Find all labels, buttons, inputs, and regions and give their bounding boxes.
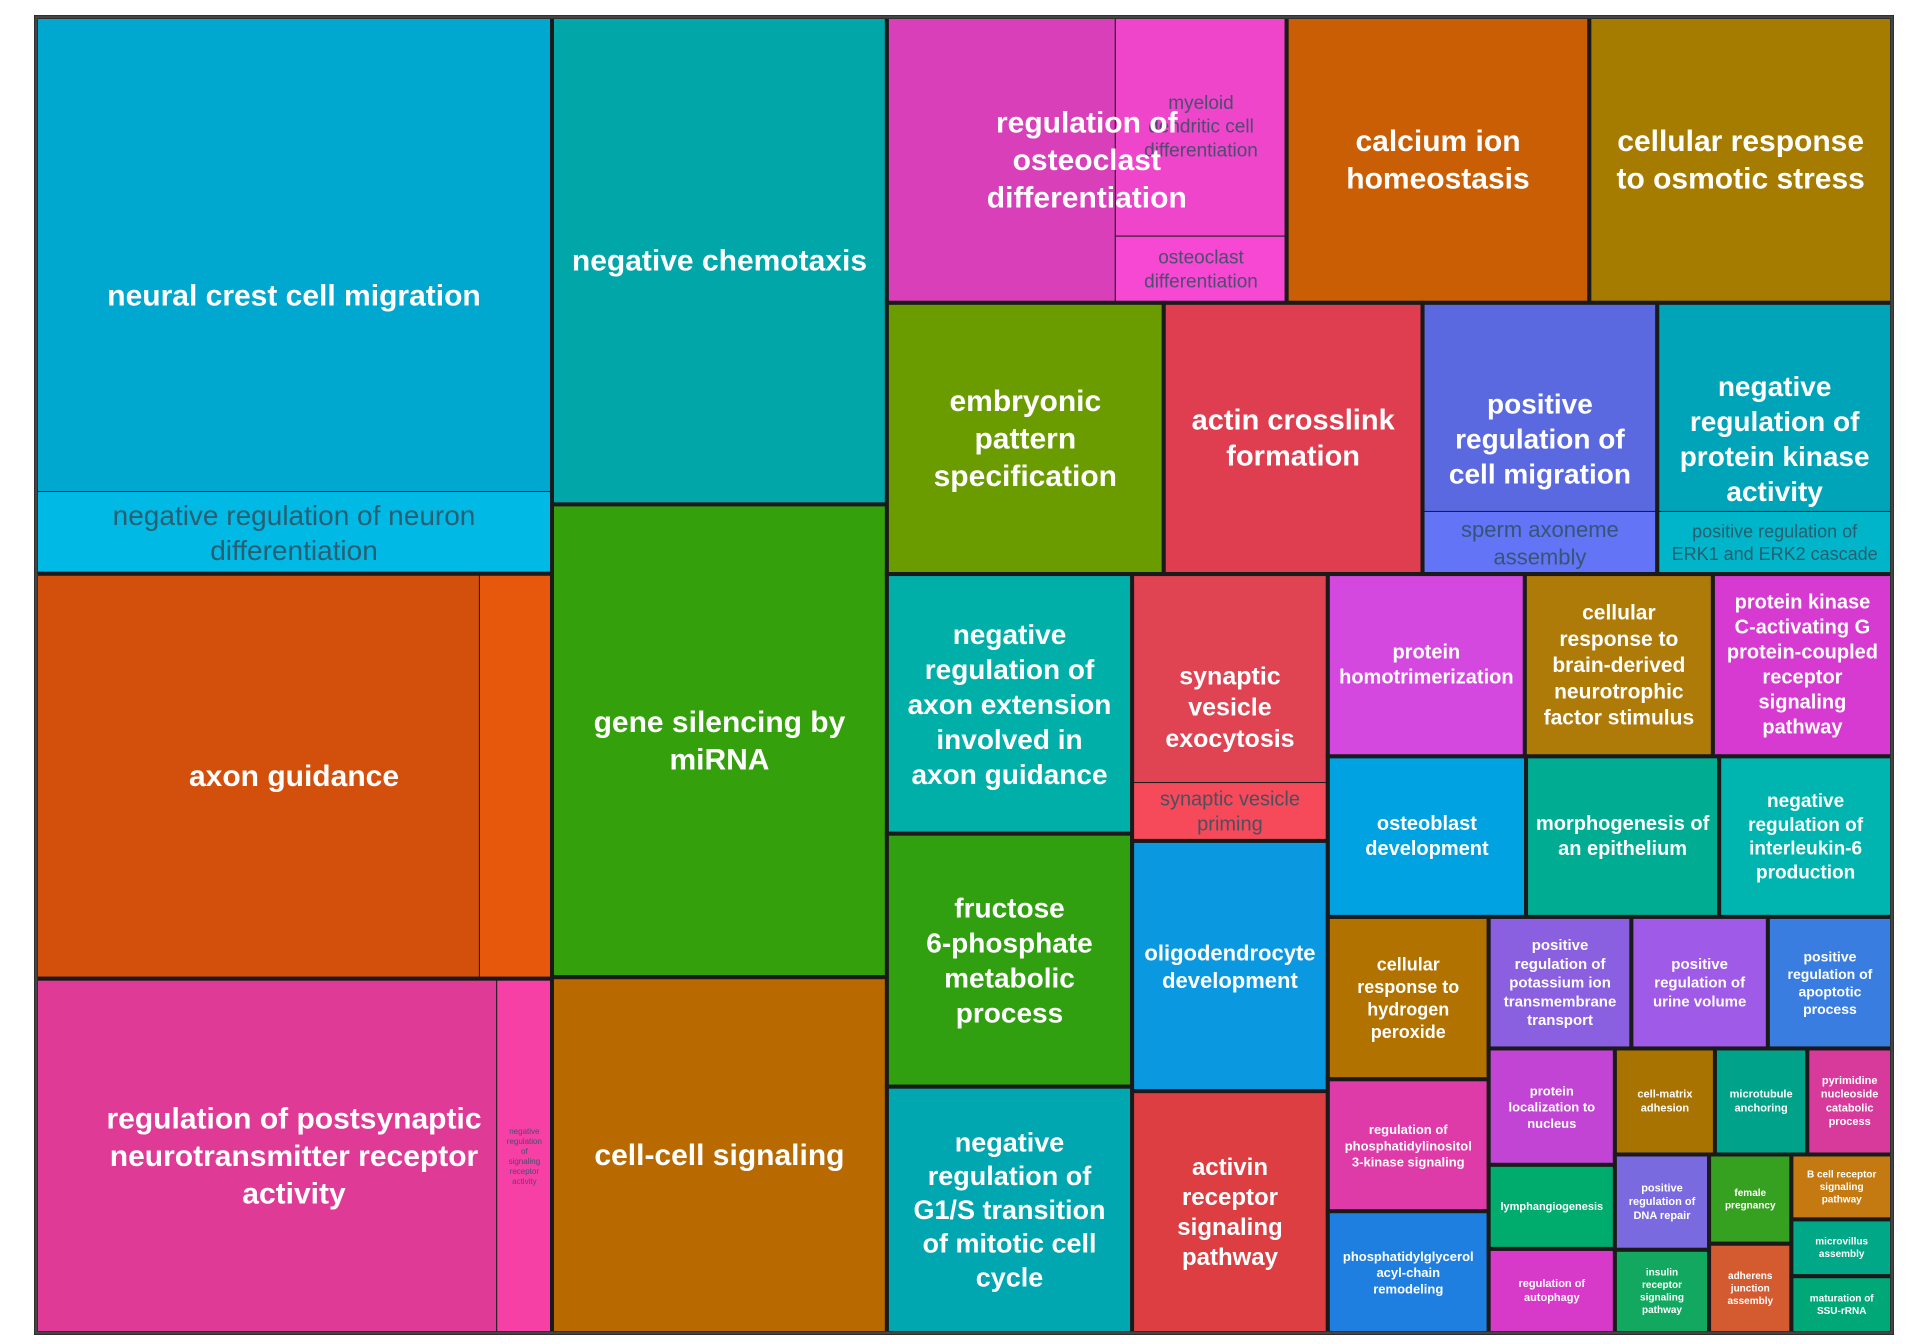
- term-tile-actin-crosslink-formation: [1163, 302, 1424, 575]
- group-label-negative-regulation-of-protein-kinase-activity: negative regulation of protein kinase activ…: [1680, 370, 1870, 506]
- term-tile-protein-localization-to-nucleus: [1488, 1047, 1616, 1166]
- term-tile-cellular-response-to-hydrogen-peroxide: [1327, 916, 1490, 1080]
- term-tile-fructose-6-phosphate-metabolic-process: [886, 833, 1133, 1088]
- group-label-cell-matrix-adhesion: cell-matrix adhesion: [1637, 1089, 1693, 1115]
- group-label-adherens-junction-assembly: adherens junction assembly: [1727, 1270, 1773, 1306]
- group-label-embryonic-pattern-specification: embryonic pattern specification: [934, 384, 1117, 492]
- group-label-neural-crest-cell-migration: neural crest cell migration: [107, 279, 480, 312]
- term-tile-regulation-of-postsynaptic-neurotransmitter-rece: [35, 978, 498, 1334]
- term-tile-cell-matrix-adhesion: [1614, 1047, 1716, 1156]
- group-label-negative-regulation-of-axon-extension-involved-i: negative regulation of axon extension invol…: [908, 618, 1112, 789]
- treemap-tiles: negative regulation of neuron differentia…: [34, 15, 1895, 1336]
- term-tile-gene-silencing-by-mirna: [551, 503, 888, 978]
- group-label-actin-crosslink-formation: actin crosslink formation: [1192, 404, 1396, 472]
- term-label-synaptic-vesicle-priming: synaptic vesicle priming: [1160, 788, 1300, 835]
- group-label-activin-receptor-signaling-pathway: activin receptor signaling pathway: [1177, 1154, 1282, 1271]
- term-tile-morphogenesis-of-an-epithelium: [1525, 755, 1720, 918]
- group-label-positive-regulation-of-potassium-ion-transmembra: positive regulation of potassium ion transm…: [1504, 937, 1617, 1029]
- group-label-morphogenesis-of-an-epithelium: morphogenesis of an epithelium: [1536, 813, 1710, 860]
- term-label-positive-regulation-of-erk1-and-erk2-cascade: positive regulation of ERK1 and ERK2 casc…: [1672, 522, 1878, 565]
- group-label-insulin-receptor-signaling-pathway: insulin receptor signaling pathway: [1640, 1267, 1684, 1316]
- term-tile-neural-crest-cell-migration: [35, 16, 553, 493]
- term-tile-negative-regulation-of-interleukin-6-production: [1718, 755, 1893, 918]
- group-label-osteoblast-development: osteoblast development: [1365, 813, 1489, 860]
- group-label-female-pregnancy: female pregnancy: [1725, 1187, 1776, 1211]
- group-label-positive-regulation-of-cell-migration: positive regulation of cell migration: [1449, 388, 1631, 489]
- group-label-cellular-response-to-hydrogen-peroxide: cellular response to hydrogen peroxide: [1357, 954, 1459, 1042]
- term-tile-oligodendrocyte-development: [1131, 840, 1329, 1092]
- group-label-fructose-6-phosphate-metabolic-process: fructose 6-phosphate metabolic process: [926, 892, 1092, 1028]
- term-tile-cellular-response-to-osmotic-stress: [1588, 16, 1893, 304]
- term-label-negative-regulation-of-signaling-receptor-activi: negative regulation of signaling receptor act…: [507, 1126, 542, 1185]
- term-tile-activin-receptor-signaling-pathway: [1131, 1090, 1329, 1334]
- term-label-osteoclast-differentiation: osteoclast differentiation: [1144, 247, 1258, 292]
- term-tile-female-pregnancy: [1708, 1154, 1792, 1245]
- term-label-myeloid-dendritic-cell-differentiation: myeloid dendritic cell differentiation: [1144, 92, 1258, 161]
- term-tile-negative-regulation-of-axon-extension-involved-i: [886, 573, 1133, 835]
- group-label-oligodendrocyte-development: oligodendrocyte development: [1144, 940, 1315, 993]
- term-tile-cell-cell-signaling: [551, 976, 888, 1334]
- term-tile-axon-guidance: [35, 573, 480, 980]
- term-tile-pyrimidine-nucleoside-catabolic-process: [1806, 1047, 1893, 1156]
- term-tile-protein-kinase-c-activating-g-protein-coupled-re: [1712, 573, 1893, 757]
- group-label-negative-regulation-of-interleukin-6-production: negative regulation of interleukin-6 produc…: [1748, 791, 1864, 883]
- group-label-cell-cell-signaling: cell-cell signaling: [594, 1139, 844, 1172]
- term-tile-sperm-axoneme-assembly: [1422, 510, 1658, 575]
- group-label-regulation-of-phosphatidylinositol-3-kinase-sign: regulation of phosphatidylinositol 3-kinas…: [1345, 1122, 1472, 1170]
- term-tile-maturation-of-ssu-rrna: [1790, 1275, 1893, 1334]
- group-label-maturation-of-ssu-rrna: maturation of SSU-rRNA: [1810, 1293, 1875, 1317]
- group-label-synaptic-vesicle-exocytosis: synaptic vesicle exocytosis: [1165, 662, 1294, 753]
- term-tile-embryonic-pattern-specification: [886, 302, 1165, 575]
- group-label-axon-guidance: axon guidance: [189, 760, 399, 793]
- term-tile-protein-homotrimerization: [1327, 573, 1526, 757]
- group-label-negative-chemotaxis: negative chemotaxis: [572, 244, 867, 277]
- term-tile-positive-regulation-of-urine-volume: [1630, 916, 1769, 1049]
- group-label-microvillus-assembly: microvillus assembly: [1815, 1236, 1868, 1260]
- group-label-calcium-ion-homeostasis: calcium ion homeostasis: [1346, 125, 1529, 196]
- group-label-gene-silencing-by-mirna: gene silencing by miRNA: [594, 706, 846, 777]
- group-label-phosphatidylglycerol-acyl-chain-remodeling: phosphatidylglycerol acyl-chain remodeling: [1343, 1248, 1474, 1296]
- term-tile-positive-regulation-of-erk1-and-erk2-cascade: [1656, 510, 1893, 575]
- treemap-frame: [34, 15, 1894, 1335]
- term-tile-regulation-of-phosphatidylinositol-3-kinase-sign: [1327, 1078, 1490, 1212]
- group-label-protein-localization-to-nucleus: protein localization to nucleus: [1508, 1083, 1595, 1131]
- group-label-b-cell-receptor-signaling-pathway: B cell receptor signaling pathway: [1807, 1169, 1877, 1205]
- group-label-regulation-of-postsynaptic-neurotransmitter-rece: regulation of postsynaptic neurotransmitt…: [106, 1102, 481, 1210]
- term-tile-synaptic-vesicle-priming: [1131, 782, 1329, 842]
- term-tile-negative-chemotaxis: [551, 16, 888, 505]
- group-label-cellular-response-to-osmotic-stress: cellular response to osmotic stress: [1616, 125, 1864, 196]
- term-tile-calcium-ion-homeostasis: [1286, 16, 1590, 304]
- term-label-sperm-axoneme-assembly: sperm axoneme assembly: [1461, 517, 1619, 570]
- term-label-negative-regulation-of-neuron-differentiation: negative regulation of neuron differentia…: [113, 500, 476, 566]
- group-label-regulation-of-osteoclast-differentiation: regulation of osteoclast differentiation: [987, 106, 1187, 214]
- term-tile-phosphatidylglycerol-acyl-chain-remodeling: [1327, 1210, 1490, 1334]
- term-tile-negative-regulation-of-protein-kinase-activity: [1656, 302, 1893, 512]
- group-label-lymphangiogenesis: lymphangiogenesis: [1500, 1201, 1603, 1213]
- term-tile-myeloid-dendritic-cell-differentiation: [1114, 16, 1288, 237]
- group-label-microtubule-anchoring: microtubule anchoring: [1730, 1089, 1793, 1115]
- group-label-positive-regulation-of-dna-repair: positive regulation of DNA repair: [1629, 1182, 1696, 1222]
- term-tile-adherens-junction-assembly: [1708, 1243, 1792, 1334]
- group-label-pyrimidine-nucleoside-catabolic-process: pyrimidine nucleoside catabolic process: [1821, 1075, 1878, 1128]
- group-label-cellular-response-to-brain-derived-neurotrophic-: cellular response to brain-derived neurotro…: [1544, 601, 1695, 729]
- term-tile-positive-regulation-of-potassium-ion-transmembra: [1488, 916, 1632, 1049]
- group-label-positive-regulation-of-apoptotic-process: positive regulation of apoptotic process: [1788, 948, 1873, 1017]
- group-label-positive-regulation-of-urine-volume: positive regulation of urine volume: [1653, 955, 1746, 1010]
- term-tile-lymphangiogenesis: [1488, 1164, 1616, 1250]
- term-tile-negative-regulation-of-signaling-receptor-activi: [496, 978, 553, 1334]
- group-label-negative-regulation-of-g1-s-transition-of-mitoti: negative regulation of G1/S transition of m…: [913, 1127, 1105, 1292]
- term-tile-osteoclast-differentiation: [1114, 235, 1288, 304]
- group-label-protein-homotrimerization: protein homotrimerization: [1339, 642, 1513, 689]
- term-tile-axon-guidance: [478, 573, 553, 980]
- term-tile-negative-regulation-of-neuron-differentiation: [35, 491, 553, 575]
- term-tile-osteoblast-development: [1327, 755, 1527, 918]
- group-label-regulation-of-autophagy: regulation of autophagy: [1518, 1278, 1585, 1304]
- term-tile-insulin-receptor-signaling-pathway: [1614, 1249, 1710, 1334]
